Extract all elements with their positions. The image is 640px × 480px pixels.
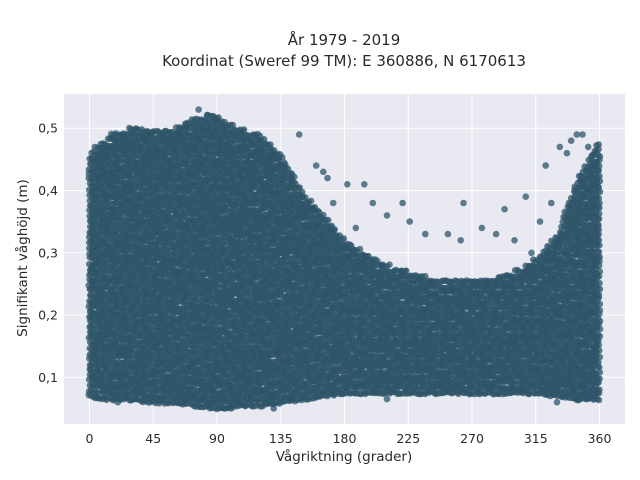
data-points <box>85 106 604 413</box>
data-point <box>267 141 274 148</box>
data-point <box>240 126 248 133</box>
